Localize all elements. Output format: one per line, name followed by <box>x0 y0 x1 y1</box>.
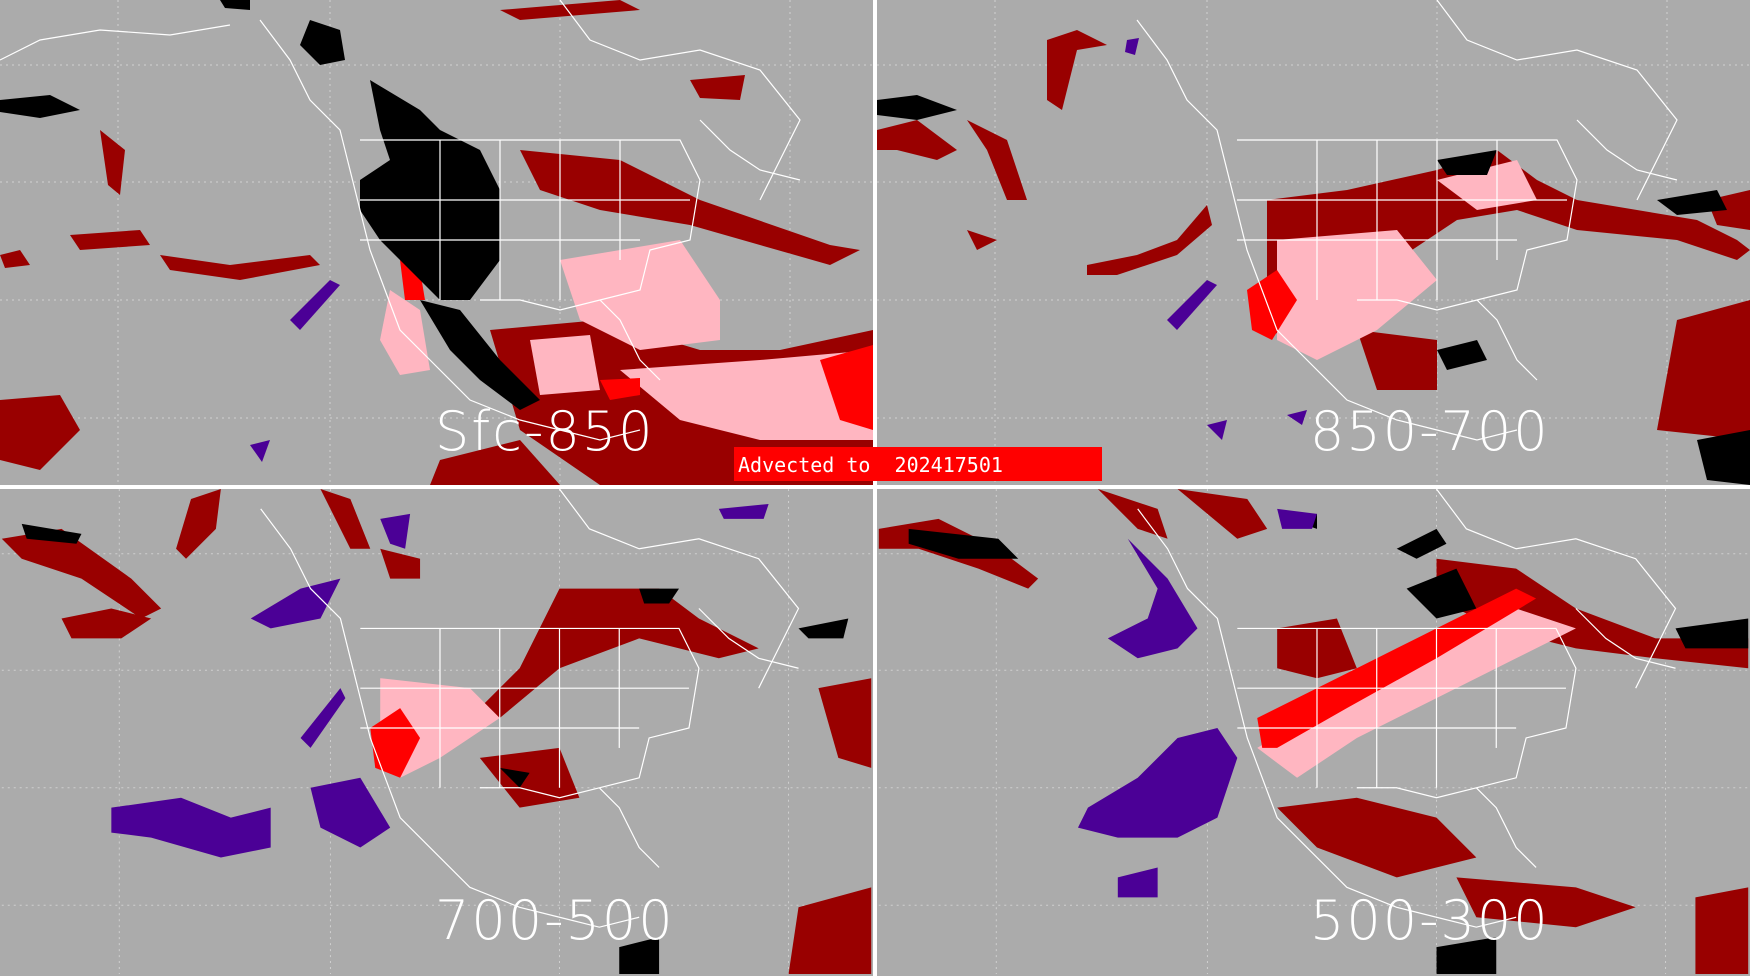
dark-red-regions <box>877 30 1750 440</box>
advection-time-banner: Advected to 202417501 <box>734 447 1102 481</box>
lat-lon-grid <box>877 0 1750 485</box>
dark-red-regions <box>1 489 872 974</box>
map-850-700 <box>877 0 1750 485</box>
layer-label: 500-300 <box>1310 889 1550 952</box>
map-500-300 <box>878 489 1749 974</box>
map-sfc-850 <box>0 0 873 485</box>
layer-label: 850-700 <box>1310 400 1550 463</box>
black-regions <box>21 523 849 974</box>
red-regions <box>370 708 421 778</box>
pink-regions <box>380 240 873 440</box>
black-regions <box>908 513 1749 974</box>
coastlines-and-borders <box>1137 489 1677 928</box>
purple-regions <box>1125 38 1307 440</box>
purple-regions <box>250 280 340 462</box>
map-panel-sfc-850: Sfc-850 <box>0 0 873 485</box>
layer-label: 700-500 <box>435 889 675 952</box>
map-700-500 <box>1 489 872 974</box>
black-regions <box>0 0 540 410</box>
red-regions <box>1247 270 1297 340</box>
coastlines-and-borders <box>1136 0 1678 441</box>
black-regions <box>877 95 1750 485</box>
layer-label: Sfc-850 <box>435 400 655 463</box>
lat-lon-grid <box>1 489 872 974</box>
coastlines-and-borders <box>260 489 800 928</box>
purple-regions <box>111 503 769 858</box>
horizontal-divider <box>0 485 1750 489</box>
map-panel-700-500: 700-500 <box>0 489 873 976</box>
coastlines-and-borders <box>0 0 801 441</box>
map-panel-500-300: 500-300 <box>877 489 1750 976</box>
purple-regions <box>1077 508 1317 898</box>
map-panel-850-700: 850-700 <box>877 0 1750 485</box>
